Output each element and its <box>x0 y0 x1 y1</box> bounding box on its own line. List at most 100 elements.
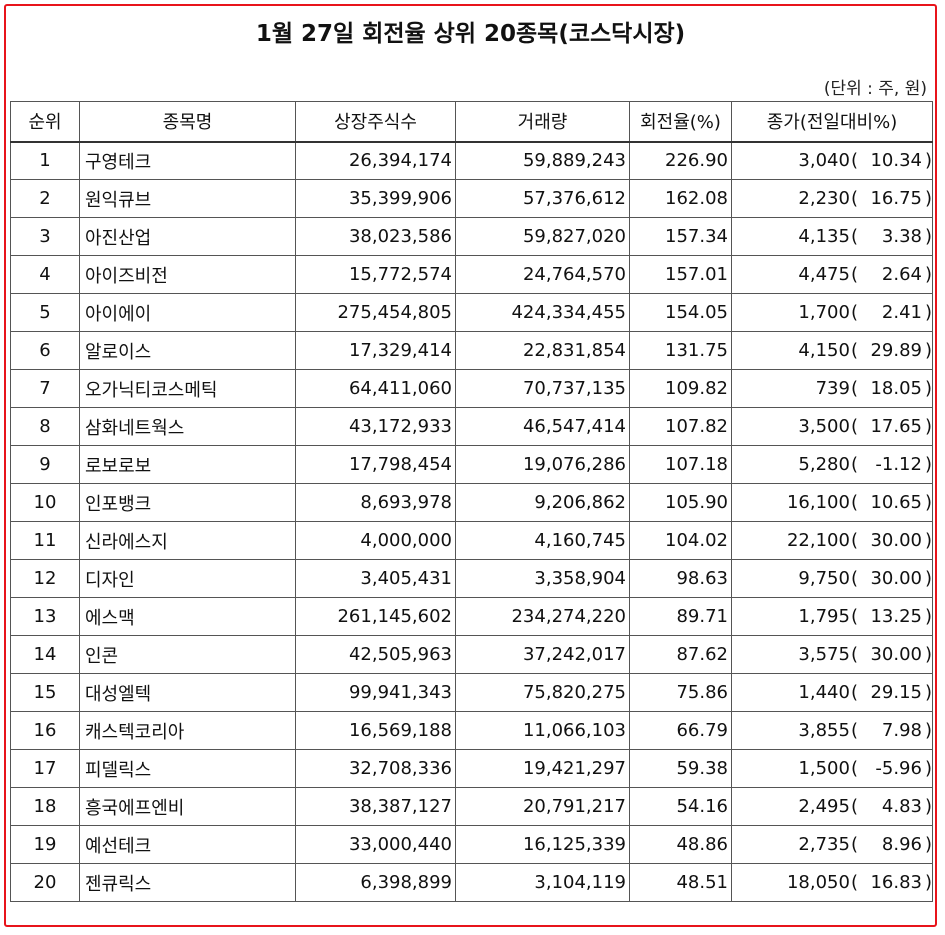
open-paren: ( <box>850 568 858 589</box>
close-paren: ) <box>924 416 932 437</box>
close-price-cell: 4,150(29.89) <box>731 331 933 370</box>
price-change: 30.00 <box>870 568 922 589</box>
turnover-cell: 131.75 <box>629 331 732 370</box>
stock-name-cell: 아이즈비전 <box>79 255 296 294</box>
listed-shares-cell: 26,394,174 <box>295 141 456 180</box>
rank-cell: 10 <box>10 483 80 522</box>
volume-cell: 11,066,103 <box>455 711 630 750</box>
price-change: 29.15 <box>870 682 922 703</box>
close-price-cell: 739(18.05) <box>731 369 933 408</box>
rank-cell: 2 <box>10 179 80 218</box>
volume-cell: 3,104,119 <box>455 863 630 902</box>
close-price-cell: 18,050(16.83) <box>731 863 933 902</box>
price-change: 2.41 <box>881 302 922 323</box>
close-paren: ) <box>924 758 932 779</box>
close-paren: ) <box>924 264 932 285</box>
listed-shares-cell: 35,399,906 <box>295 179 456 218</box>
rank-cell: 5 <box>10 293 80 332</box>
close-paren: ) <box>924 682 932 703</box>
close-price-cell: 4,135(3.38) <box>731 217 933 256</box>
rank-cell: 3 <box>10 217 80 256</box>
open-paren: ( <box>850 416 858 437</box>
stock-name-cell: 인포뱅크 <box>79 483 296 522</box>
volume-cell: 37,242,017 <box>455 635 630 674</box>
table-row: 7 오가닉티코스메틱 64,411,060 70,737,135 109.82 … <box>10 369 933 408</box>
close-price: 4,475 <box>798 264 850 285</box>
close-price-cell: 3,575(30.00) <box>731 635 933 674</box>
turnover-cell: 107.82 <box>629 407 732 446</box>
table-row: 20 젠큐릭스 6,398,899 3,104,119 48.51 18,050… <box>10 863 933 902</box>
close-paren: ) <box>924 226 932 247</box>
close-price-cell: 2,735(8.96) <box>731 825 933 864</box>
price-change: 29.89 <box>870 340 922 361</box>
listed-shares-cell: 17,329,414 <box>295 331 456 370</box>
turnover-cell: 59.38 <box>629 749 732 788</box>
price-change: 8.96 <box>881 834 922 855</box>
close-price: 2,495 <box>798 796 850 817</box>
open-paren: ( <box>850 454 858 475</box>
turnover-cell: 48.51 <box>629 863 732 902</box>
price-change: 4.83 <box>881 796 922 817</box>
table-row: 13 에스맥 261,145,602 234,274,220 89.71 1,7… <box>10 597 933 636</box>
stock-name-cell: 에스맥 <box>79 597 296 636</box>
rank-cell: 1 <box>10 141 80 180</box>
open-paren: ( <box>850 606 858 627</box>
close-paren: ) <box>924 530 932 551</box>
close-paren: ) <box>924 568 932 589</box>
open-paren: ( <box>850 644 858 665</box>
table-row: 2 원익큐브 35,399,906 57,376,612 162.08 2,23… <box>10 179 933 218</box>
close-price: 4,150 <box>798 340 850 361</box>
listed-shares-cell: 261,145,602 <box>295 597 456 636</box>
close-price: 1,795 <box>798 606 850 627</box>
table-row: 14 인콘 42,505,963 37,242,017 87.62 3,575(… <box>10 635 933 674</box>
price-change: 2.64 <box>881 264 922 285</box>
turnover-cell: 157.34 <box>629 217 732 256</box>
table-row: 11 신라에스지 4,000,000 4,160,745 104.02 22,1… <box>10 521 933 560</box>
price-change: 18.05 <box>870 378 922 399</box>
close-price: 1,440 <box>798 682 850 703</box>
open-paren: ( <box>850 720 858 741</box>
rank-cell: 16 <box>10 711 80 750</box>
turnover-cell: 75.86 <box>629 673 732 712</box>
close-paren: ) <box>924 302 932 323</box>
stock-name-cell: 대성엘텍 <box>79 673 296 712</box>
close-price-cell: 4,475(2.64) <box>731 255 933 294</box>
volume-cell: 9,206,862 <box>455 483 630 522</box>
volume-cell: 16,125,339 <box>455 825 630 864</box>
listed-shares-cell: 275,454,805 <box>295 293 456 332</box>
rank-cell: 15 <box>10 673 80 712</box>
rank-cell: 12 <box>10 559 80 598</box>
turnover-cell: 154.05 <box>629 293 732 332</box>
turnover-cell: 107.18 <box>629 445 732 484</box>
stock-name-cell: 아진산업 <box>79 217 296 256</box>
rank-cell: 20 <box>10 863 80 902</box>
close-price-cell: 2,495(4.83) <box>731 787 933 826</box>
page-title: 1월 27일 회전율 상위 20종목(코스닥시장) <box>255 21 686 47</box>
table-header-row: 순위 종목명 상장주식수 거래량 회전율(%) 종가(전일대비%) <box>10 101 933 142</box>
header-close-price: 종가(전일대비%) <box>731 101 933 142</box>
close-price: 3,575 <box>798 644 850 665</box>
unit-note: (단위 : 주, 원) <box>823 79 927 99</box>
price-change: 30.00 <box>870 530 922 551</box>
header-name: 종목명 <box>79 101 296 142</box>
table-row: 4 아이즈비전 15,772,574 24,764,570 157.01 4,4… <box>10 255 933 294</box>
close-price: 22,100 <box>786 530 850 551</box>
table-body: 1 구영테크 26,394,174 59,889,243 226.90 3,04… <box>10 141 933 902</box>
volume-cell: 4,160,745 <box>455 521 630 560</box>
volume-cell: 19,076,286 <box>455 445 630 484</box>
rank-cell: 14 <box>10 635 80 674</box>
close-price: 739 <box>815 378 850 399</box>
listed-shares-cell: 8,693,978 <box>295 483 456 522</box>
listed-shares-cell: 6,398,899 <box>295 863 456 902</box>
close-price-cell: 1,440(29.15) <box>731 673 933 712</box>
stock-name-cell: 알로이스 <box>79 331 296 370</box>
open-paren: ( <box>850 188 858 209</box>
listed-shares-cell: 99,941,343 <box>295 673 456 712</box>
open-paren: ( <box>850 796 858 817</box>
volume-cell: 234,274,220 <box>455 597 630 636</box>
close-price: 4,135 <box>798 226 850 247</box>
table-row: 16 캐스텍코리아 16,569,188 11,066,103 66.79 3,… <box>10 711 933 750</box>
close-price-cell: 3,040(10.34) <box>731 141 933 180</box>
table-row: 10 인포뱅크 8,693,978 9,206,862 105.90 16,10… <box>10 483 933 522</box>
turnover-cell: 66.79 <box>629 711 732 750</box>
